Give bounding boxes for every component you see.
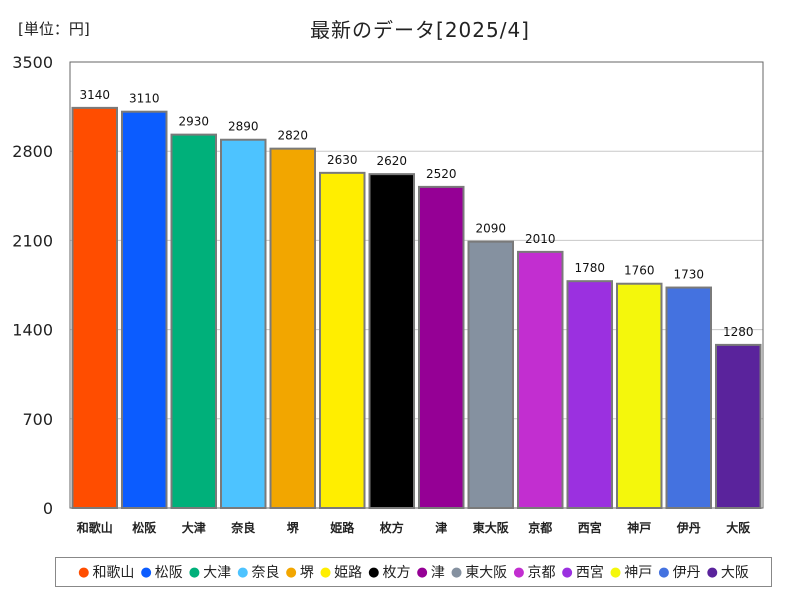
legend-marker: ●: [513, 564, 525, 580]
legend-label: 大津: [203, 565, 232, 581]
legend-label: 堺: [299, 565, 314, 581]
y-tick-label: 0: [43, 499, 53, 518]
bar: [368, 173, 415, 509]
x-tick-label: 堺: [287, 520, 300, 535]
legend-label: 伊丹: [672, 565, 701, 581]
chart-legend: ● 和歌山 ● 松阪 ● 大津 ● 奈良 ● 堺 ● 姫路 ● 枚方 ● 津 ● 東大阪 ● 京都 ● 西宮 ● 神戸 ● 伊丹 ●…: [55, 557, 772, 587]
bar: [220, 138, 267, 510]
x-tick-label: 京都: [528, 520, 552, 535]
data-label: 1280: [723, 325, 754, 339]
y-tick-label: 3500: [12, 53, 53, 72]
data-label: 1780: [574, 261, 605, 275]
legend-marker: ●: [78, 564, 90, 580]
legend-entry: ● 津: [417, 562, 445, 582]
x-tick-label: 伊丹: [676, 520, 701, 535]
legend-marker: ●: [237, 564, 249, 580]
x-tick-label: 和歌山: [76, 520, 113, 535]
x-tick-label: 大津: [182, 520, 206, 535]
x-tick-label: 枚方: [380, 520, 404, 535]
bar: [566, 280, 613, 510]
data-label: 2010: [525, 232, 556, 246]
y-tick-label: 2800: [12, 142, 53, 161]
data-label: 2820: [277, 129, 308, 143]
legend-label: 姫路: [334, 565, 363, 581]
legend-label: 津: [430, 565, 445, 581]
data-label: 2890: [228, 120, 259, 134]
y-tick-label: 1400: [12, 321, 53, 340]
legend-entry: ● 枚方: [368, 562, 410, 582]
bar: [665, 286, 712, 510]
legend-entry: ● 堺: [285, 562, 313, 582]
legend-entry: ● 伊丹: [658, 562, 700, 582]
legend-entry: ● 東大阪: [451, 562, 507, 582]
legend-marker: ●: [658, 564, 670, 580]
legend-entry: ● 奈良: [237, 562, 279, 582]
legend-label: 松阪: [154, 565, 183, 581]
legend-marker: ●: [416, 564, 428, 580]
plot-frame: [69, 61, 764, 509]
bar: [418, 185, 465, 509]
data-label: 3140: [79, 88, 110, 102]
legend-entry: ● 西宮: [562, 562, 604, 582]
legend-label: 和歌山: [92, 565, 135, 581]
legend-marker: ●: [609, 564, 622, 580]
data-label: 2620: [376, 154, 407, 168]
legend-entry: ● 京都: [513, 562, 555, 582]
data-label: 1760: [624, 264, 655, 278]
legend-entry: ● 松阪: [140, 562, 182, 582]
legend-entry: ● 和歌山: [78, 562, 134, 582]
bar-chart: 0 700 1400 2100 2800 3500 3140 和歌山 3110 松阪 2930 大津 2…: [12, 53, 764, 535]
bar: [269, 147, 316, 509]
legend-label: 大阪: [720, 565, 749, 581]
x-tick-label: 松阪: [132, 520, 157, 535]
legend-label: 神戸: [624, 565, 653, 581]
legend-marker: ●: [450, 564, 463, 580]
legend-marker: ●: [188, 564, 201, 580]
x-tick-label: 奈良: [230, 520, 255, 535]
x-tick-label: 姫路: [330, 520, 355, 535]
legend-label: 西宮: [575, 565, 604, 581]
x-tick-label: 神戸: [627, 520, 651, 535]
data-label: 3110: [129, 92, 160, 106]
x-tick-label: 津: [435, 520, 447, 535]
bar: [467, 240, 514, 509]
data-label: 2090: [475, 222, 506, 236]
x-tick-label: 東大阪: [473, 520, 510, 535]
x-tick-label: 西宮: [578, 520, 602, 535]
legend-marker: ●: [285, 564, 297, 580]
bar: [517, 250, 564, 510]
bar: [170, 133, 217, 510]
legend-label: 奈良: [251, 565, 280, 581]
legend-marker: ●: [140, 564, 152, 580]
data-label: 2630: [327, 153, 358, 167]
legend-marker: ●: [561, 564, 573, 580]
legend-entry: ● 大津: [189, 562, 231, 582]
y-tick-label: 700: [22, 410, 53, 429]
legend-marker: ●: [368, 564, 380, 580]
legend-label: 枚方: [382, 565, 411, 581]
legend-label: 京都: [527, 565, 556, 581]
unit-label: [単位：円]: [18, 20, 90, 38]
y-tick-label: 2100: [12, 231, 53, 250]
data-label: 1730: [673, 268, 704, 282]
bar: [616, 282, 663, 509]
bar: [319, 171, 366, 509]
legend-marker: ●: [706, 564, 718, 580]
x-tick-label: 大阪: [726, 520, 751, 535]
bar: [71, 106, 118, 509]
data-label: 2520: [426, 167, 457, 181]
legend-marker: ●: [319, 564, 332, 580]
bar: [121, 110, 168, 509]
chart-title: 最新のデータ[2025/4]: [310, 18, 530, 42]
bar: [715, 343, 762, 509]
legend-entry: ● 大阪: [707, 562, 749, 582]
legend-entry: ● 神戸: [610, 562, 652, 582]
data-label: 2930: [178, 115, 209, 129]
legend-label: 東大阪: [465, 565, 508, 581]
legend-entry: ● 姫路: [320, 562, 362, 582]
